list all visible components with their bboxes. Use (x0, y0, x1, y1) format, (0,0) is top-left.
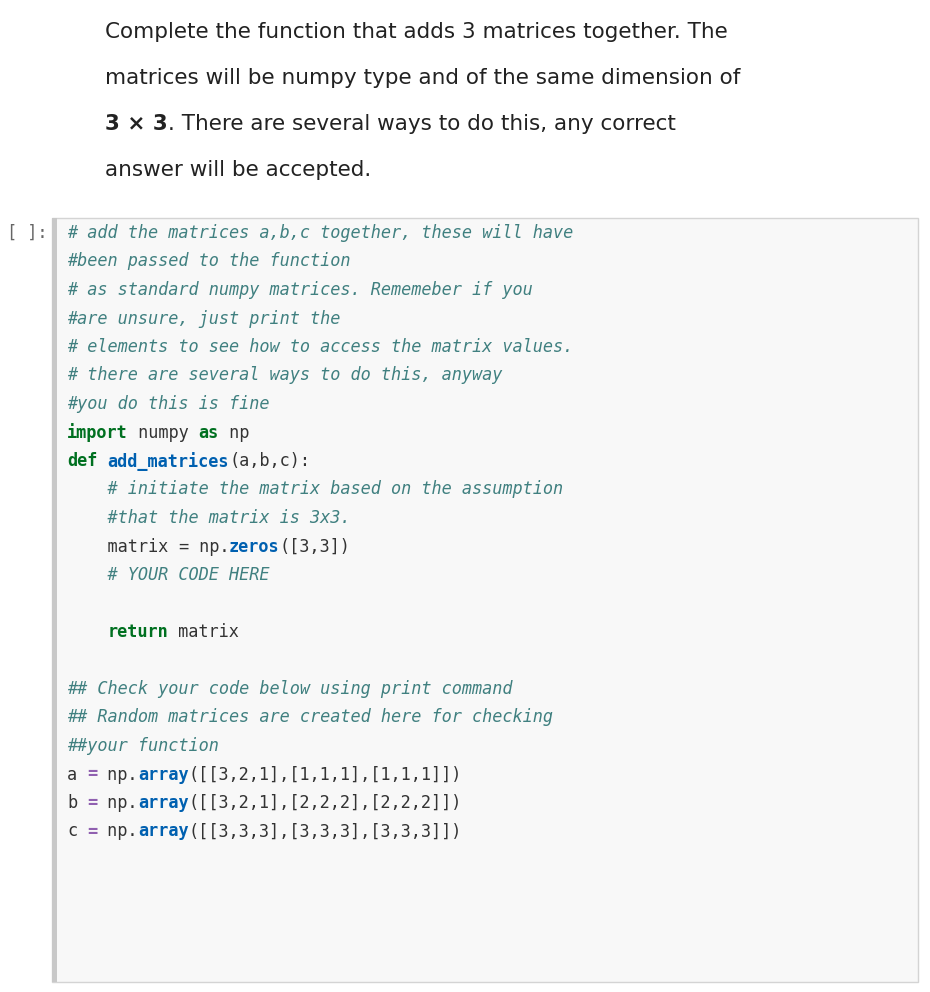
Text: answer will be accepted.: answer will be accepted. (105, 160, 371, 180)
Text: # initiate the matrix based on the assumption: # initiate the matrix based on the assum… (67, 480, 564, 499)
Text: np.: np. (98, 794, 138, 812)
Text: ## Random matrices are created here for checking: ## Random matrices are created here for … (67, 708, 553, 726)
Text: #been passed to the function: #been passed to the function (67, 253, 351, 271)
Text: # YOUR CODE HERE: # YOUR CODE HERE (67, 566, 270, 584)
Text: np: np (219, 424, 249, 441)
Text: ([[3,2,1],[2,2,2],[2,2,2]]): ([[3,2,1],[2,2,2],[2,2,2]]) (189, 794, 462, 812)
Text: np.: np. (189, 538, 229, 556)
Text: . There are several ways to do this, any correct: . There are several ways to do this, any… (167, 114, 675, 134)
Text: #are unsure, just print the: #are unsure, just print the (67, 310, 340, 327)
Text: # as standard numpy matrices. Rememeber if you: # as standard numpy matrices. Rememeber … (67, 281, 533, 299)
Text: def: def (67, 452, 98, 470)
Text: np.: np. (98, 822, 138, 840)
Text: # elements to see how to access the matrix values.: # elements to see how to access the matr… (67, 338, 573, 356)
Text: import: import (67, 424, 127, 442)
Text: (a,b,c):: (a,b,c): (229, 452, 310, 470)
Text: =: = (179, 538, 189, 556)
Text: array: array (138, 766, 189, 784)
Text: =: = (87, 766, 98, 784)
Text: zeros: zeros (229, 538, 280, 556)
Text: #you do this is fine: #you do this is fine (67, 395, 270, 413)
Text: np.: np. (98, 766, 138, 784)
Text: add_matrices: add_matrices (108, 452, 229, 471)
Text: #that the matrix is 3x3.: #that the matrix is 3x3. (67, 509, 351, 527)
Text: ([3,3]): ([3,3]) (280, 538, 351, 556)
Text: array: array (138, 794, 189, 812)
Text: ## Check your code below using print command: ## Check your code below using print com… (67, 680, 512, 698)
Text: a: a (67, 766, 77, 784)
Text: [ ]:: [ ]: (7, 224, 47, 242)
Text: matrices will be numpy type and of the same dimension of: matrices will be numpy type and of the s… (105, 68, 740, 88)
Text: array: array (138, 822, 189, 840)
Bar (52, 218, 57, 982)
Text: c: c (67, 822, 77, 840)
Text: numpy: numpy (127, 424, 199, 441)
Bar (52, 218, 918, 982)
Text: # add the matrices a,b,c together, these will have: # add the matrices a,b,c together, these… (67, 224, 573, 242)
Text: # there are several ways to do this, anyway: # there are several ways to do this, any… (67, 366, 502, 385)
Text: ([[3,3,3],[3,3,3],[3,3,3]]): ([[3,3,3],[3,3,3],[3,3,3]]) (189, 822, 462, 840)
Text: matrix: matrix (168, 623, 239, 641)
Text: ##your function: ##your function (67, 737, 219, 755)
Text: 3 × 3: 3 × 3 (105, 114, 167, 134)
Text: Complete the function that adds 3 matrices together. The: Complete the function that adds 3 matric… (105, 22, 728, 42)
Text: ([[3,2,1],[1,1,1],[1,1,1]]): ([[3,2,1],[1,1,1],[1,1,1]]) (189, 766, 462, 784)
Text: b: b (67, 794, 77, 812)
Text: as: as (199, 424, 219, 441)
Text: =: = (87, 794, 98, 812)
Text: matrix: matrix (67, 538, 179, 556)
Text: return: return (108, 623, 168, 641)
Text: =: = (87, 822, 98, 840)
